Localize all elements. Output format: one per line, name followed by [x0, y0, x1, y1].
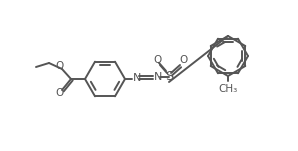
Text: O: O [55, 61, 63, 71]
Text: CH₃: CH₃ [218, 84, 238, 94]
Text: S: S [165, 71, 173, 84]
Text: O: O [153, 55, 161, 65]
Text: N: N [133, 73, 141, 83]
Text: O: O [180, 55, 188, 65]
Text: O: O [55, 88, 63, 98]
Text: N: N [154, 72, 162, 82]
